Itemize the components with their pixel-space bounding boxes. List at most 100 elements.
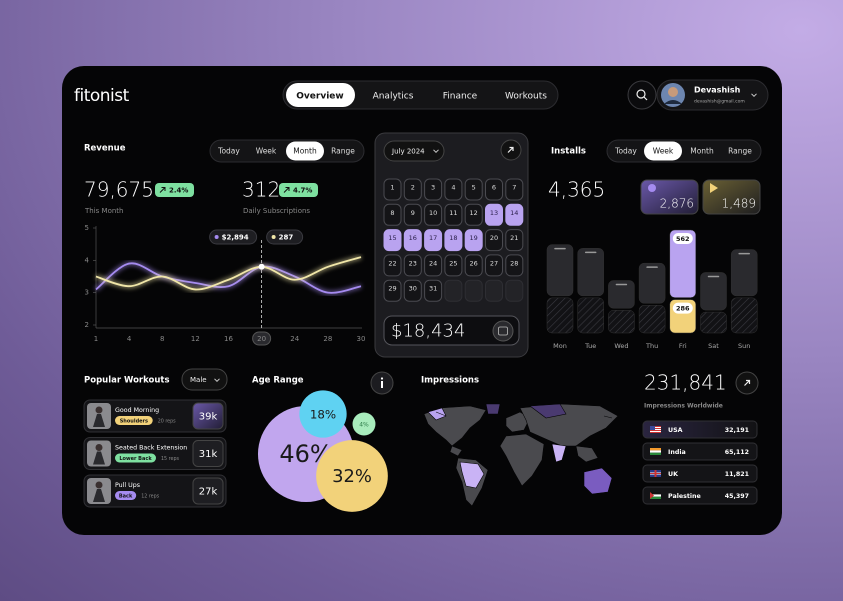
line-series (95, 256, 362, 291)
workout-tag (115, 453, 156, 463)
country-value: 11,821 (725, 471, 749, 478)
calendar-day[interactable] (444, 178, 463, 201)
nav-item[interactable]: Overview (296, 92, 343, 102)
calendar-day[interactable] (485, 254, 503, 277)
bar-segment (608, 280, 635, 309)
flag (650, 452, 661, 455)
bar-segment (577, 297, 604, 334)
x-tick-label: 20 (257, 335, 266, 343)
month-select[interactable] (383, 140, 445, 162)
calendar-day[interactable] (444, 203, 463, 226)
user-email: devashish@gmail.com (694, 99, 745, 105)
day-label: Wed (614, 342, 628, 350)
tab[interactable]: Week (256, 147, 277, 156)
tab[interactable]: Range (331, 147, 355, 156)
month-label: July 2024 (391, 148, 425, 156)
tab-bar (606, 139, 762, 163)
calendar-day[interactable] (403, 203, 422, 226)
day-label: Sat (708, 342, 719, 350)
workout-name: Seated Back Extension (115, 445, 187, 452)
calendar-day[interactable] (383, 254, 402, 277)
calendar-day[interactable] (424, 279, 443, 302)
calendar-day[interactable] (505, 178, 524, 201)
day-number: 17 (429, 234, 437, 242)
day-number: 18 (449, 234, 457, 242)
tab[interactable]: Week (653, 147, 674, 156)
day-number: 4 (451, 184, 455, 192)
calendar-day[interactable] (424, 178, 443, 201)
calendar-day[interactable] (383, 229, 402, 252)
search-icon (643, 96, 648, 101)
flag (650, 430, 661, 431)
impressions-subtitle: Impressions Worldwide (644, 403, 723, 410)
x-tick-label: 28 (323, 335, 332, 343)
calendar-icon[interactable] (492, 320, 514, 342)
calendar-day[interactable] (505, 254, 524, 277)
day-number: 11 (449, 209, 457, 217)
calendar-day[interactable] (403, 254, 422, 277)
country-row (642, 420, 758, 439)
workout-reps: 15 reps (161, 456, 179, 462)
day-label: Sun (738, 342, 750, 350)
nav-item[interactable]: Finance (443, 92, 478, 102)
nav-active (286, 83, 355, 107)
tab[interactable]: Month (690, 147, 714, 156)
calendar-day[interactable] (485, 229, 503, 252)
calendar-day[interactable] (424, 203, 443, 226)
calendar-day[interactable] (403, 229, 422, 252)
tooltip (266, 229, 304, 245)
calendar-day[interactable] (424, 229, 443, 252)
calendar-day[interactable] (505, 203, 524, 226)
calendar-day[interactable] (464, 229, 483, 252)
calendar-day[interactable] (485, 178, 503, 201)
country-row (642, 464, 758, 483)
country-name: USA (668, 427, 683, 434)
calendar-day[interactable] (505, 229, 524, 252)
user-menu[interactable] (656, 79, 769, 111)
tab[interactable]: Range (728, 147, 752, 156)
bar-label: 286 (676, 305, 690, 313)
change-badge (155, 183, 194, 197)
calendar-day[interactable] (383, 203, 402, 226)
x-tick-label: 16 (224, 335, 233, 343)
y-tick-label: 4 (85, 256, 90, 264)
avatar-body (664, 100, 682, 104)
calendar-day[interactable] (444, 229, 463, 252)
nav-item[interactable]: Analytics (373, 92, 414, 102)
calendar-day[interactable] (444, 254, 463, 277)
y-tick-label: 3 (85, 289, 89, 297)
bubble-label: 32% (332, 466, 372, 487)
bubble-label: 4% (359, 422, 369, 429)
calendar-day[interactable] (424, 254, 443, 277)
chevron-icon (214, 378, 220, 383)
calendar-day[interactable] (464, 203, 483, 226)
tooltip-value: 287 (279, 234, 294, 242)
tab[interactable]: Today (614, 147, 637, 156)
search-button[interactable] (627, 80, 657, 110)
calendar-day[interactable] (383, 178, 402, 201)
nav-item[interactable]: Workouts (505, 92, 547, 102)
bubble (299, 390, 347, 438)
calendar-day[interactable] (383, 279, 402, 302)
day-number: 20 (490, 234, 498, 242)
calendar-day[interactable] (464, 254, 483, 277)
store-installs: 1,489 (722, 197, 756, 211)
day-number: 10 (429, 209, 437, 217)
flag (650, 492, 654, 499)
selected-point (258, 263, 265, 270)
calendar-day[interactable] (464, 178, 483, 201)
filter-select[interactable] (181, 368, 228, 391)
tab[interactable]: Month (293, 147, 317, 156)
search-icon (636, 89, 646, 99)
section-title: Revenue (84, 144, 126, 154)
store-card (702, 179, 761, 215)
flag (650, 450, 661, 453)
day-number: 6 (492, 184, 496, 192)
calendar-day[interactable] (485, 203, 503, 226)
tab[interactable]: Today (217, 147, 240, 156)
kpi-value: 79,675 (84, 178, 154, 202)
tooltip (209, 229, 258, 245)
calendar-day[interactable] (403, 279, 422, 302)
calendar-day[interactable] (403, 178, 422, 201)
